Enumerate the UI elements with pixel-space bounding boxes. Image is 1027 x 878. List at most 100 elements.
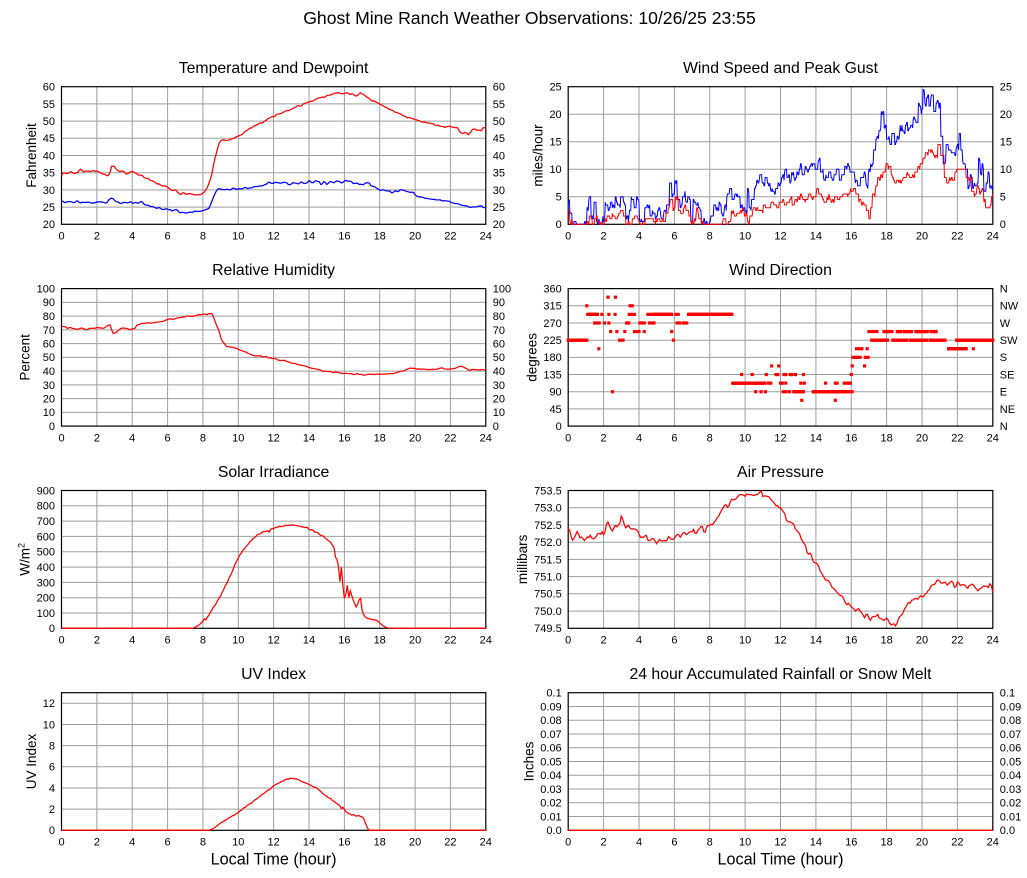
svg-text:100: 100 [493, 284, 511, 296]
svg-text:Percent: Percent [18, 334, 33, 381]
svg-text:0: 0 [565, 231, 571, 243]
svg-text:100: 100 [37, 284, 55, 296]
svg-text:55: 55 [493, 99, 505, 111]
svg-text:50: 50 [43, 116, 55, 128]
svg-text:753.5: 753.5 [534, 485, 562, 497]
svg-text:751.5: 751.5 [534, 554, 562, 566]
svg-text:0: 0 [49, 421, 55, 433]
svg-text:6: 6 [671, 231, 677, 243]
svg-text:18: 18 [880, 837, 892, 849]
svg-text:10: 10 [739, 635, 751, 647]
svg-text:15: 15 [549, 137, 561, 149]
svg-text:12: 12 [774, 231, 786, 243]
svg-text:18: 18 [880, 635, 892, 647]
svg-text:16: 16 [338, 433, 350, 445]
svg-text:E: E [1000, 387, 1007, 399]
svg-text:752.0: 752.0 [534, 537, 562, 549]
svg-text:24: 24 [987, 635, 999, 647]
svg-text:22: 22 [951, 837, 963, 849]
svg-text:22: 22 [951, 635, 963, 647]
svg-text:UV Index: UV Index [24, 733, 39, 789]
svg-text:0: 0 [49, 623, 55, 635]
svg-text:0.05: 0.05 [1000, 756, 1021, 768]
svg-text:6: 6 [165, 635, 171, 647]
svg-text:60: 60 [493, 82, 505, 94]
svg-text:40: 40 [43, 366, 55, 378]
svg-text:749.5: 749.5 [534, 623, 562, 635]
svg-text:18: 18 [880, 231, 892, 243]
svg-text:22: 22 [951, 231, 963, 243]
svg-text:25: 25 [549, 82, 561, 94]
svg-text:8: 8 [200, 837, 206, 849]
svg-text:20: 20 [916, 433, 928, 445]
svg-text:300: 300 [37, 577, 55, 589]
svg-text:N: N [1000, 284, 1008, 296]
svg-text:12: 12 [774, 837, 786, 849]
svg-text:20: 20 [409, 635, 421, 647]
svg-text:100: 100 [37, 608, 55, 620]
svg-text:80: 80 [493, 311, 505, 323]
svg-text:20: 20 [493, 219, 505, 231]
svg-text:N: N [1000, 421, 1008, 433]
svg-text:10: 10 [232, 837, 244, 849]
svg-text:14: 14 [303, 635, 315, 647]
svg-text:Local Time (hour): Local Time (hour) [718, 851, 844, 869]
svg-text:20: 20 [409, 231, 421, 243]
svg-text:12: 12 [43, 698, 55, 710]
svg-text:20: 20 [43, 394, 55, 406]
svg-text:60: 60 [43, 82, 55, 94]
svg-text:Inches: Inches [521, 741, 536, 781]
svg-text:22: 22 [951, 433, 963, 445]
svg-text:4: 4 [129, 837, 135, 849]
svg-text:degrees: degrees [524, 333, 539, 382]
svg-text:0.09: 0.09 [540, 701, 561, 713]
svg-text:0: 0 [58, 231, 64, 243]
svg-text:360: 360 [543, 284, 561, 296]
svg-text:753.0: 753.0 [534, 503, 562, 515]
svg-text:20: 20 [549, 109, 561, 121]
svg-text:24: 24 [480, 433, 492, 445]
svg-text:8: 8 [707, 837, 713, 849]
svg-text:6: 6 [165, 433, 171, 445]
svg-text:15: 15 [1000, 137, 1012, 149]
svg-text:20: 20 [1000, 109, 1012, 121]
svg-text:0.0: 0.0 [1000, 825, 1015, 837]
svg-text:50: 50 [493, 116, 505, 128]
svg-text:Solar Irradiance: Solar Irradiance [218, 464, 330, 481]
svg-text:24: 24 [987, 837, 999, 849]
svg-text:16: 16 [338, 635, 350, 647]
svg-text:16: 16 [845, 837, 857, 849]
svg-text:25: 25 [493, 202, 505, 214]
svg-text:Relative Humidity: Relative Humidity [212, 262, 335, 279]
svg-text:0.1: 0.1 [546, 688, 561, 700]
svg-text:180: 180 [543, 352, 561, 364]
svg-text:6: 6 [671, 837, 677, 849]
svg-text:20: 20 [916, 837, 928, 849]
svg-text:6: 6 [165, 231, 171, 243]
svg-text:70: 70 [493, 325, 505, 337]
svg-text:14: 14 [303, 433, 315, 445]
svg-text:0.09: 0.09 [1000, 701, 1021, 713]
svg-text:45: 45 [549, 404, 561, 416]
svg-text:16: 16 [845, 635, 857, 647]
svg-text:16: 16 [338, 231, 350, 243]
svg-text:10: 10 [739, 837, 751, 849]
svg-text:18: 18 [374, 231, 386, 243]
svg-text:2: 2 [94, 231, 100, 243]
svg-text:0.1: 0.1 [1000, 688, 1015, 700]
svg-text:45: 45 [493, 133, 505, 145]
svg-text:Wind Speed and Peak Gust: Wind Speed and Peak Gust [683, 60, 879, 77]
svg-text:8: 8 [707, 231, 713, 243]
svg-text:35: 35 [43, 168, 55, 180]
svg-text:24 hour Accumulated Rainfall o: 24 hour Accumulated Rainfall or Snow Mel… [629, 666, 932, 683]
svg-text:8: 8 [200, 231, 206, 243]
svg-text:22: 22 [444, 231, 456, 243]
svg-text:2: 2 [94, 635, 100, 647]
svg-text:50: 50 [43, 352, 55, 364]
svg-text:Temperature and Dewpoint: Temperature and Dewpoint [179, 60, 369, 77]
svg-text:18: 18 [374, 635, 386, 647]
svg-text:14: 14 [810, 635, 822, 647]
svg-text:UV Index: UV Index [241, 666, 306, 683]
svg-text:0.03: 0.03 [540, 784, 561, 796]
svg-text:2: 2 [49, 804, 55, 816]
